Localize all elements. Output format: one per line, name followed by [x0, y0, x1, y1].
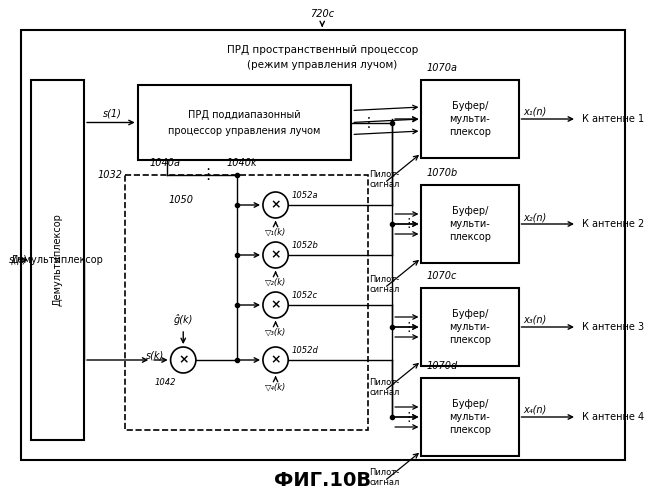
Bar — [421, 80, 518, 158]
Text: 1032: 1032 — [98, 170, 123, 180]
Text: s(1): s(1) — [103, 108, 122, 118]
Text: 1052a: 1052a — [291, 191, 318, 200]
Text: x₁(n): x₁(n) — [523, 107, 546, 117]
Text: Пилот-
сигнал: Пилот- сигнал — [369, 378, 400, 398]
Text: s(n): s(n) — [9, 255, 28, 265]
Text: Буфер/: Буфер/ — [452, 101, 488, 111]
Text: 1042: 1042 — [155, 378, 176, 387]
Text: ×: × — [178, 354, 188, 366]
Text: Буфер/: Буфер/ — [452, 309, 488, 319]
Text: мульти-: мульти- — [449, 322, 490, 332]
Circle shape — [263, 242, 288, 268]
Text: 1040a: 1040a — [149, 158, 180, 168]
Text: К антенне 1: К антенне 1 — [582, 114, 644, 124]
Text: ПРД пространственный процессор: ПРД пространственный процессор — [226, 45, 418, 55]
Text: плексор: плексор — [449, 335, 491, 345]
Text: Пилот-
сигнал: Пилот- сигнал — [369, 468, 400, 487]
Bar — [421, 185, 518, 263]
Text: плексор: плексор — [449, 127, 491, 137]
Bar — [125, 175, 368, 430]
Text: 1070b: 1070b — [426, 168, 457, 178]
Text: x₂(n): x₂(n) — [523, 212, 546, 222]
Text: x₄(n): x₄(n) — [523, 405, 546, 415]
Text: x₃(n): x₃(n) — [523, 315, 546, 325]
Text: 1070a: 1070a — [426, 63, 457, 73]
Text: ⋮: ⋮ — [402, 320, 415, 334]
Bar — [21, 30, 625, 460]
Text: ⋮: ⋮ — [362, 116, 376, 130]
Text: 1052d: 1052d — [291, 346, 318, 355]
Text: ×: × — [270, 248, 281, 262]
Text: ×: × — [270, 298, 281, 312]
Text: ПРД поддиапазонный: ПРД поддиапазонный — [188, 110, 301, 120]
Text: мульти-: мульти- — [449, 412, 490, 422]
Text: ⋮: ⋮ — [402, 218, 415, 230]
Text: Буфер/: Буфер/ — [452, 206, 488, 216]
Text: ⋮: ⋮ — [402, 410, 415, 424]
Text: ▽₁(k): ▽₁(k) — [265, 228, 286, 237]
Text: 1052c: 1052c — [291, 291, 318, 300]
Bar — [421, 378, 518, 456]
Text: ▽₄(k): ▽₄(k) — [265, 383, 286, 392]
Text: ▽₂(k): ▽₂(k) — [265, 278, 286, 287]
Text: Пилот-
сигнал: Пилот- сигнал — [369, 275, 400, 294]
Text: 1050: 1050 — [169, 195, 194, 205]
Circle shape — [263, 292, 288, 318]
Text: Демультиплексор: Демультиплексор — [52, 214, 62, 306]
Text: плексор: плексор — [449, 232, 491, 242]
Text: 1040k: 1040k — [227, 158, 258, 168]
Text: 1070d: 1070d — [426, 361, 457, 371]
Text: Пилот-
сигнал: Пилот- сигнал — [369, 170, 400, 190]
Text: 720c: 720c — [310, 9, 335, 19]
Text: 1070c: 1070c — [426, 271, 457, 281]
Text: мульти-: мульти- — [449, 219, 490, 229]
Text: ×: × — [270, 354, 281, 366]
Text: ФИГ.10В: ФИГ.10В — [274, 470, 371, 490]
Text: К антенне 4: К антенне 4 — [582, 412, 644, 422]
Text: плексор: плексор — [449, 425, 491, 435]
Bar — [421, 288, 518, 366]
Text: К антенне 2: К антенне 2 — [582, 219, 644, 229]
Text: (режим управления лучом): (режим управления лучом) — [247, 60, 398, 70]
Bar — [138, 85, 352, 160]
Text: К антенне 3: К антенне 3 — [582, 322, 644, 332]
Text: ▽₃(k): ▽₃(k) — [265, 328, 286, 337]
Circle shape — [171, 347, 196, 373]
Text: ×: × — [270, 198, 281, 211]
Text: процессор управления лучом: процессор управления лучом — [169, 126, 321, 136]
Circle shape — [263, 192, 288, 218]
Text: 1052b: 1052b — [291, 241, 318, 250]
Text: ĝ(k): ĝ(k) — [174, 314, 193, 325]
Text: ⋮: ⋮ — [200, 168, 215, 182]
Circle shape — [263, 347, 288, 373]
Bar — [31, 80, 84, 440]
Text: мульти-: мульти- — [449, 114, 490, 124]
Text: Буфер/: Буфер/ — [452, 399, 488, 409]
Text: s(k): s(k) — [146, 350, 165, 360]
Text: Демультиплексор: Демультиплексор — [11, 255, 104, 265]
